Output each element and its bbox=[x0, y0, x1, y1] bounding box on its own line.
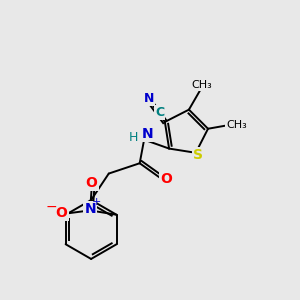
Text: O: O bbox=[56, 206, 68, 220]
Text: O: O bbox=[160, 172, 172, 186]
Text: O: O bbox=[85, 176, 98, 190]
Text: N: N bbox=[143, 92, 154, 105]
Text: CH₃: CH₃ bbox=[191, 80, 212, 90]
Text: H: H bbox=[129, 131, 139, 144]
Text: C: C bbox=[155, 106, 164, 119]
Text: CH₃: CH₃ bbox=[226, 120, 247, 130]
Text: N: N bbox=[142, 127, 154, 141]
Text: −: − bbox=[45, 200, 57, 214]
Text: N: N bbox=[84, 202, 96, 216]
Text: S: S bbox=[193, 148, 203, 162]
Text: +: + bbox=[92, 197, 101, 207]
